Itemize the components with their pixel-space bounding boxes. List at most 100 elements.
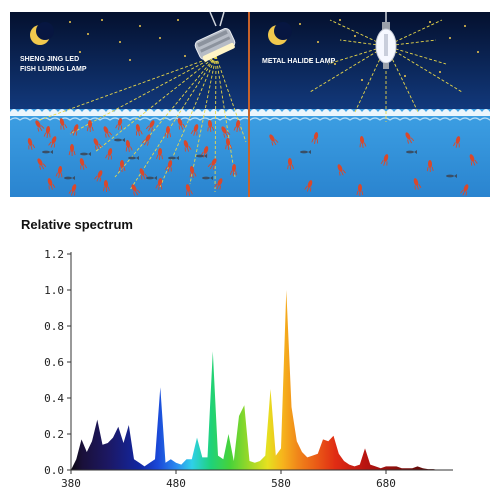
squid-icon: [35, 120, 45, 132]
y-tick-label: 0.6: [44, 356, 64, 369]
squid-icon: [125, 140, 133, 152]
squid-icon: [55, 166, 63, 178]
spectrum-area-series: [71, 290, 439, 470]
star-icon: [184, 55, 186, 57]
squid-icon: [27, 138, 36, 150]
squid-icon: [155, 178, 163, 190]
star-icon: [79, 51, 81, 53]
star-icon: [439, 71, 441, 73]
moon-icon: [30, 22, 54, 45]
squid-icon: [469, 154, 478, 166]
squid-icon: [93, 138, 102, 150]
plot-area: [71, 290, 439, 470]
squid-icon: [229, 164, 237, 177]
squid-icon: [269, 134, 279, 146]
star-icon: [309, 59, 311, 61]
chart-title: Relative spectrum: [21, 217, 133, 232]
star-icon: [119, 41, 121, 43]
squid-icon: [47, 178, 56, 190]
star-icon: [129, 59, 131, 61]
right-sea-creatures: [269, 132, 478, 197]
squid-icon: [70, 124, 79, 136]
squid-icon: [118, 160, 126, 172]
squid-icon: [452, 136, 461, 148]
squid-icon: [190, 124, 199, 136]
squid-icon: [380, 154, 389, 166]
fish-icon: [406, 150, 417, 154]
left-panel-label: SHENG JING LED FISH LURING LAMP: [20, 56, 87, 73]
squid-icon: [141, 134, 151, 146]
squid-icon: [145, 120, 155, 132]
y-tick-label: 1.2: [44, 248, 64, 261]
light-beam: [189, 55, 217, 185]
squid-icon: [225, 138, 233, 151]
squid-icon: [460, 184, 469, 196]
light-beam: [159, 55, 217, 188]
squid-icon: [356, 184, 364, 197]
led-lamp-icon: [194, 12, 236, 62]
star-icon: [361, 79, 363, 81]
relative-spectrum-chart: 0.0 0.2 0.4 0.6 0.8 1.0 1.2 380 480 580 680: [44, 248, 453, 490]
y-axis-ticks: 0.0 0.2 0.4 0.6 0.8 1.0 1.2: [44, 248, 71, 477]
star-icon: [101, 19, 103, 21]
squid-icon: [311, 132, 319, 144]
fish-icon: [114, 138, 125, 142]
squid-icon: [103, 126, 113, 138]
squid-icon: [37, 158, 47, 170]
squid-icon: [207, 120, 215, 133]
fish-icon: [202, 176, 213, 180]
squid-icon: [94, 170, 103, 182]
star-icon: [334, 63, 336, 65]
squid-icon: [233, 120, 241, 132]
fish-icon: [128, 156, 139, 160]
light-beam: [94, 55, 217, 153]
fishing-lamp-comparison-illustration: SHENG JING LED FISH LURING LAMP METAL HA…: [10, 12, 490, 197]
metal-halide-lamp-icon: [375, 12, 397, 69]
star-icon: [177, 19, 179, 21]
x-tick-label: 480: [166, 477, 186, 490]
squid-icon: [68, 184, 77, 196]
squid-icon: [304, 180, 313, 192]
wave-line: [10, 117, 490, 121]
squid-icon: [207, 158, 217, 170]
light-beam: [215, 55, 247, 143]
fish-icon: [42, 150, 53, 154]
light-beam: [129, 55, 217, 191]
star-icon: [317, 41, 319, 43]
squid-icon: [68, 144, 76, 157]
x-axis-ticks: 380 480 580 680: [61, 470, 396, 490]
squid-icon: [103, 180, 110, 193]
fish-icon: [64, 176, 75, 180]
light-beam: [214, 55, 217, 193]
light-beam: [69, 55, 217, 135]
squid-icon: [183, 140, 192, 152]
y-tick-label: 0.2: [44, 428, 64, 441]
star-field: [69, 19, 479, 81]
star-icon: [354, 35, 356, 37]
squid-icon: [426, 160, 434, 173]
right-panel-label: METAL HALIDE LAMP: [262, 58, 336, 65]
squid-icon: [189, 166, 197, 178]
star-icon: [449, 37, 451, 39]
squid-icon: [177, 118, 186, 130]
light-beam: [39, 55, 217, 121]
star-icon: [429, 21, 431, 23]
squid-icon: [405, 132, 415, 144]
fish-icon: [80, 152, 91, 156]
squid-icon: [43, 126, 51, 138]
light-beam: [385, 39, 437, 47]
squid-icon: [221, 126, 231, 138]
left-sea-creatures: [27, 118, 241, 196]
moon-icon: [268, 22, 292, 45]
squid-icon: [164, 126, 172, 139]
star-icon: [159, 37, 161, 39]
squid-icon: [139, 168, 148, 180]
fish-icon: [446, 174, 457, 178]
star-icon: [69, 21, 71, 23]
x-tick-label: 380: [61, 477, 81, 490]
star-icon: [339, 19, 341, 21]
star-icon: [404, 75, 406, 77]
squid-icon: [79, 158, 88, 170]
squid-icon: [115, 118, 123, 130]
star-icon: [477, 51, 479, 53]
